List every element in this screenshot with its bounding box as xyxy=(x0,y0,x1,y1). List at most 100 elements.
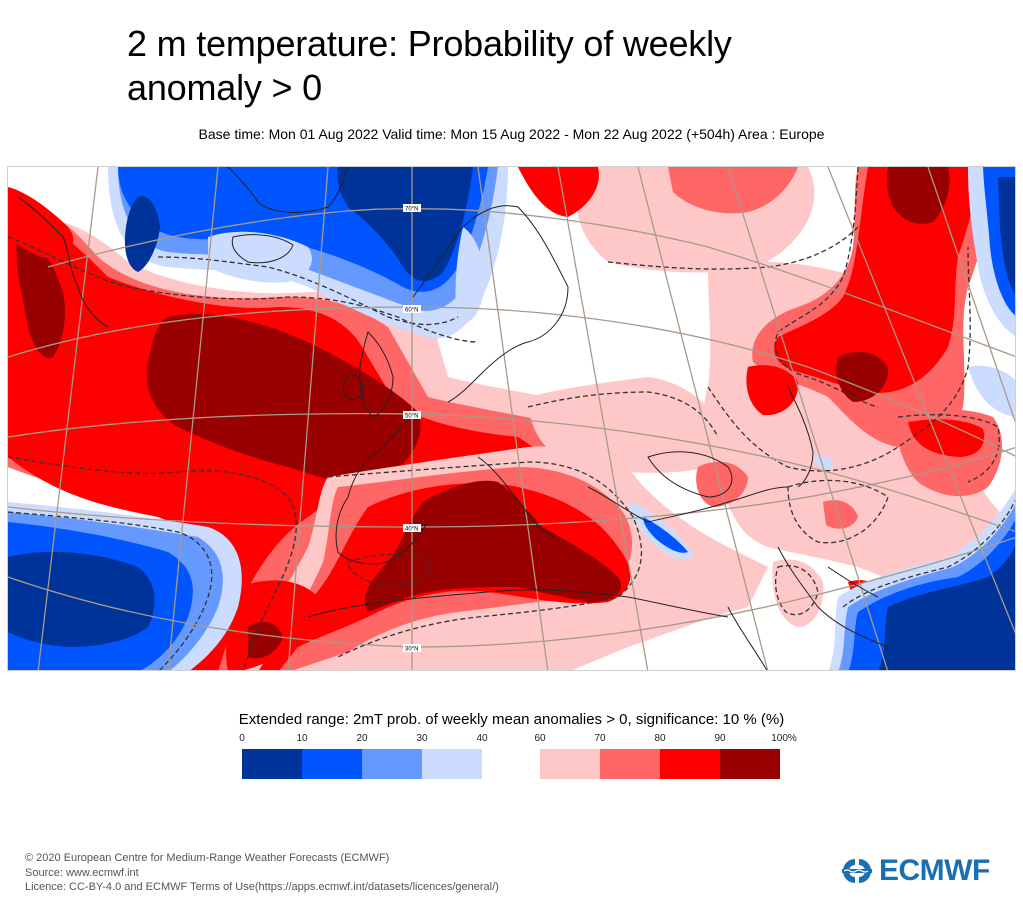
legend-swatch xyxy=(422,749,482,779)
greenland-west-dark-red xyxy=(16,232,65,358)
iceland-light-blue xyxy=(208,231,312,283)
footer: © 2020 European Centre for Medium-Range … xyxy=(25,851,499,895)
lat-label-bg-70 xyxy=(403,204,421,212)
legend-swatch xyxy=(242,749,302,779)
coast-black-sea xyxy=(647,451,733,498)
legend-swatch xyxy=(600,749,660,779)
latitude-50 xyxy=(8,412,1015,533)
legend-tick: 70 xyxy=(594,733,606,744)
coast-scandinavia xyxy=(412,205,569,403)
ecmwf-logo-text: ECMWF xyxy=(879,854,990,887)
iberia-dark-red xyxy=(248,621,283,659)
coast-ireland xyxy=(343,374,364,400)
contour-east-europe xyxy=(527,391,719,438)
med-dark-red xyxy=(364,480,622,612)
coastlines xyxy=(17,167,889,670)
contour-middle-east xyxy=(787,479,889,544)
central-asia-light-blue xyxy=(968,365,1015,417)
lat-label-bg-50 xyxy=(403,411,421,419)
meridian-e20 xyxy=(557,167,649,670)
coast-caspian xyxy=(787,386,814,488)
lat-label-30: 30°N xyxy=(405,647,418,653)
legend-bar-cold xyxy=(242,749,482,779)
labrador-red xyxy=(8,187,74,258)
contour-norwegian xyxy=(157,256,459,326)
central-asia-red xyxy=(908,419,985,457)
caspian-light-blue xyxy=(813,455,833,470)
baltic-light-blue xyxy=(455,227,485,324)
lat-label-bg-60 xyxy=(403,305,421,313)
latitude-60 xyxy=(8,306,1015,457)
licence-text: Licence: CC-BY-4.0 and ECMWF Terms of Us… xyxy=(25,881,499,893)
ecmwf-logo: ECMWF xyxy=(838,854,990,888)
aegean-blue xyxy=(643,517,688,553)
legend-tick: 90 xyxy=(714,733,726,744)
legend-tick: 20 xyxy=(356,733,368,744)
coast-red-sea xyxy=(727,606,768,670)
siberia-dark-blue xyxy=(998,177,1015,295)
warm-anomaly-regions xyxy=(8,167,1015,670)
legend-tick: 40 xyxy=(476,733,488,744)
lat-label-bg-30 xyxy=(403,644,421,652)
copyright-text: © 2020 European Centre for Medium-Range … xyxy=(25,852,390,864)
contour-central-asia xyxy=(897,414,1000,483)
legend-title: Extended range: 2mT prob. of weekly mean… xyxy=(238,711,785,728)
source-text: Source: www.ecmwf.int xyxy=(25,866,139,879)
legend-tick: 30 xyxy=(416,733,428,744)
turkey-mid-red xyxy=(696,461,748,507)
lat-label-60: 60°N xyxy=(405,308,418,314)
map-canvas: 70°N 60°N 50°N 40°N 30°N xyxy=(8,167,1015,670)
lat-label-70: 70°N xyxy=(405,207,418,213)
graticule xyxy=(8,167,1015,670)
contour-caspian-red xyxy=(774,167,879,408)
coast-persian-gulf xyxy=(827,566,879,598)
contour-north-africa xyxy=(347,553,430,586)
lat-label-bg-40 xyxy=(403,524,421,532)
middle-east-mid-red xyxy=(823,500,858,529)
meridian-e10 xyxy=(477,167,549,670)
caspian-dark-red xyxy=(886,167,950,224)
contour-arabia xyxy=(775,565,819,616)
legend-tick: 100% xyxy=(771,733,797,744)
norwegian-sea-dark-blue xyxy=(337,167,473,282)
legend-tick: 80 xyxy=(654,733,666,744)
latitude-30 xyxy=(8,536,1015,648)
meridian-w10 xyxy=(287,167,329,670)
lat-label-50: 50°N xyxy=(405,414,418,420)
legend-swatch xyxy=(540,749,600,779)
coast-greenland xyxy=(227,167,349,213)
legend-tick: 60 xyxy=(534,733,546,744)
chart-subtitle: Base time: Mon 01 Aug 2022 Valid time: M… xyxy=(198,126,825,142)
latitude-40 xyxy=(8,446,1015,528)
coast-arabia xyxy=(777,546,889,648)
denmark-strait-dark-blue xyxy=(124,196,160,272)
chart-title: 2 m temperature: Probability of weekly a… xyxy=(127,23,732,108)
meridian-e30 xyxy=(637,167,769,670)
meridian-e50 xyxy=(827,167,1015,634)
ecmwf-logo-icon xyxy=(842,859,872,883)
kazakh-dark-red xyxy=(836,351,889,402)
legend-swatch xyxy=(302,749,362,779)
legend-swatch xyxy=(362,749,422,779)
contour-atlantic-blue xyxy=(8,511,213,670)
black-sea-red xyxy=(746,365,799,416)
latitude-labels: 70°N 60°N 50°N 40°N 30°N xyxy=(403,204,421,653)
legend-tick: 0 xyxy=(239,733,245,744)
probability-map: 70°N 60°N 50°N 40°N 30°N xyxy=(7,166,1016,671)
barents-mid-red xyxy=(668,167,798,214)
legend-swatch xyxy=(720,749,780,779)
coast-greece-turkey xyxy=(587,486,789,523)
coast-labrador xyxy=(17,196,109,328)
se-dark-blue xyxy=(878,545,1015,670)
coast-uk xyxy=(359,331,394,418)
kola-red xyxy=(518,167,599,217)
meridian-e60 xyxy=(927,167,1015,424)
east-europe-light-red xyxy=(528,377,728,473)
contour-se-blue xyxy=(842,499,1015,608)
coast-france-iberia xyxy=(335,411,429,565)
coast-iceland xyxy=(231,234,294,264)
latitude-70 xyxy=(47,208,1015,357)
contour-russia xyxy=(607,226,859,270)
atlantic-dark-red xyxy=(146,313,421,484)
coast-italy xyxy=(477,456,554,538)
